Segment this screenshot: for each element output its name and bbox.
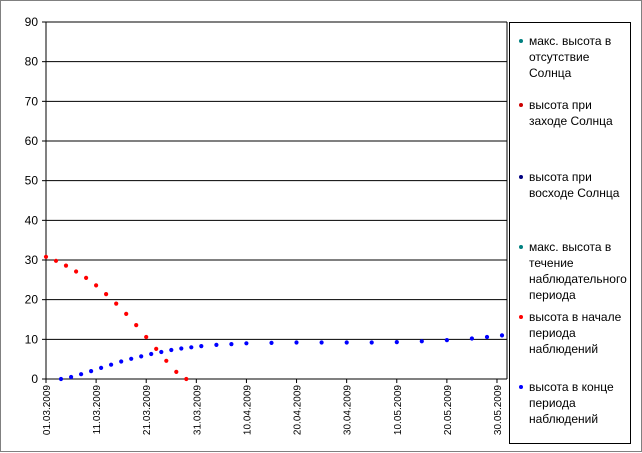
y-tick-label: 80 — [25, 55, 39, 69]
y-tick-label: 90 — [25, 15, 39, 29]
legend-marker-2 — [519, 103, 523, 107]
data-point-series-5 — [63, 263, 69, 268]
data-point-series-6 — [344, 340, 349, 345]
x-tick-label: 11.03.2009 — [92, 385, 103, 435]
legend-label-1: макс. высота в отсутствие Солнца — [529, 34, 612, 80]
data-point-series-6 — [394, 340, 399, 345]
data-point-series-6 — [99, 365, 104, 370]
x-tick-label: 30.04.2009 — [343, 385, 354, 435]
data-point-series-5 — [53, 258, 59, 263]
data-point-series-6 — [129, 356, 134, 361]
data-point-series-5 — [134, 323, 139, 328]
data-point-series-6 — [159, 349, 164, 355]
data-point-series-5 — [94, 283, 99, 288]
legend: макс. высота в отсутствие Солнца высота … — [509, 22, 631, 444]
x-tick-label: 30.05.2009 — [493, 385, 504, 435]
legend-label-2: высота при заходе Солнца — [529, 98, 613, 128]
y-tick-label: 40 — [25, 213, 39, 227]
x-tick-label: 01.03.2009 — [42, 385, 53, 435]
legend-marker-1 — [519, 39, 523, 43]
data-point-series-6 — [58, 376, 64, 382]
legend-marker-5 — [519, 315, 523, 319]
legend-entry-4: макс. высота в течение наблюдательного п… — [515, 239, 629, 303]
data-points — [43, 254, 505, 382]
y-tick-label: 20 — [25, 293, 39, 307]
data-point-series-6 — [499, 333, 505, 338]
data-point-series-5 — [114, 301, 119, 306]
x-tick-label: 10.05.2009 — [393, 385, 404, 435]
data-point-series-6 — [69, 374, 74, 380]
legend-marker-6 — [519, 385, 523, 389]
data-point-series-6 — [109, 362, 114, 367]
legend-entry-3: высота при восходе Солнца — [515, 169, 629, 201]
data-point-series-6 — [149, 351, 154, 357]
data-point-series-6 — [229, 342, 234, 347]
data-point-series-5 — [154, 346, 159, 351]
axes — [42, 21, 508, 383]
data-point-series-6 — [469, 336, 474, 341]
legend-marker-4 — [519, 245, 523, 249]
data-point-series-6 — [199, 344, 204, 349]
data-point-series-5 — [164, 358, 169, 363]
legend-label-5: высота в начале периода наблюдений — [529, 310, 622, 356]
y-tick-label: 30 — [25, 253, 39, 267]
y-tick-label: 50 — [25, 174, 39, 188]
legend-entry-6: высота в конце периода наблюдений — [515, 379, 629, 427]
data-point-series-5 — [74, 269, 79, 274]
data-point-series-6 — [244, 341, 249, 346]
data-point-series-6 — [169, 347, 174, 353]
data-point-series-5 — [84, 275, 89, 280]
y-tick-label: 0 — [31, 372, 38, 386]
y-tick-label: 60 — [25, 134, 39, 148]
data-point-series-5 — [174, 369, 179, 374]
data-point-series-6 — [484, 334, 490, 340]
legend-entry-5: высота в начале периода наблюдений — [515, 309, 629, 357]
data-point-series-5 — [184, 376, 189, 382]
legend-label-4: макс. высота в течение наблюдательного п… — [529, 240, 627, 302]
data-point-series-5 — [124, 311, 129, 316]
x-tick-label: 21.03.2009 — [142, 385, 153, 435]
data-point-series-6 — [119, 359, 124, 364]
data-point-series-6 — [319, 340, 324, 345]
legend-marker-3 — [519, 175, 523, 179]
data-point-series-6 — [419, 339, 424, 344]
data-point-series-6 — [294, 340, 299, 345]
data-point-series-6 — [269, 340, 274, 345]
legend-label-3: высота при восходе Солнца — [529, 170, 620, 200]
legend-entry-1: макс. высота в отсутствие Солнца — [515, 33, 629, 81]
data-point-series-5 — [144, 334, 149, 340]
data-point-series-6 — [139, 354, 144, 359]
data-point-series-6 — [214, 342, 219, 347]
x-tick-label: 31.03.2009 — [192, 385, 203, 435]
x-tick-label: 10.04.2009 — [242, 385, 253, 435]
legend-entry-2: высота при заходе Солнца — [515, 97, 629, 129]
data-point-series-6 — [189, 345, 194, 350]
data-point-series-6 — [444, 338, 449, 343]
x-tick-label: 20.04.2009 — [293, 385, 304, 435]
gridlines — [46, 21, 507, 340]
data-point-series-5 — [104, 292, 109, 297]
data-point-series-6 — [179, 346, 184, 351]
y-tick-label: 10 — [25, 332, 39, 346]
data-point-series-6 — [369, 340, 374, 345]
x-tick-label: 20.05.2009 — [443, 385, 454, 435]
x-tick-labels: 01.03.2009 11.03.2009 21.03.2009 31.03.2009… — [42, 385, 504, 435]
y-tick-label: 70 — [25, 94, 39, 108]
legend-label-6: высота в конце периода наблюдений — [529, 380, 614, 426]
y-tick-labels: 0 10 20 30 40 50 60 70 80 90 — [25, 15, 39, 386]
data-point-series-6 — [89, 369, 94, 374]
data-point-series-6 — [79, 372, 84, 377]
data-point-series-5 — [43, 254, 49, 259]
